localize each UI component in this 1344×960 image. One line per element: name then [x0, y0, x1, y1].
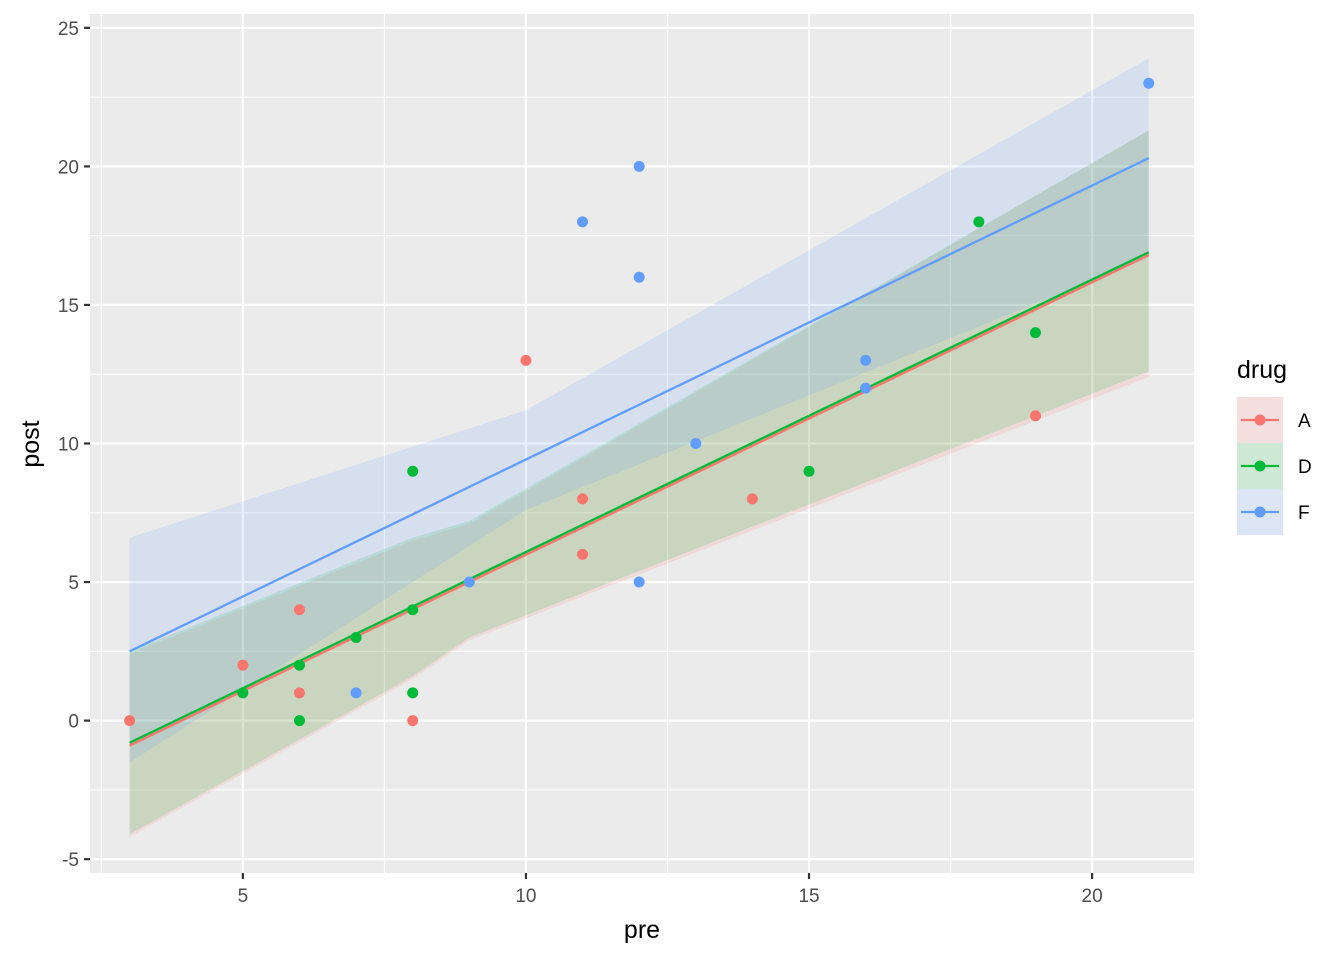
data-point-D: [1029, 327, 1041, 339]
data-point-F: [1143, 77, 1155, 89]
y-tick-label: 5: [68, 573, 79, 594]
data-point-D: [407, 604, 419, 616]
legend-label-D: D: [1298, 457, 1312, 478]
legend-title: drug: [1237, 356, 1287, 384]
legend-key-point-D: [1254, 460, 1266, 472]
confidence-band-D: [129, 130, 1149, 835]
data-point-F: [690, 438, 702, 449]
data-point-D: [407, 465, 419, 477]
y-tick-label: -5: [62, 850, 79, 871]
confidence-band-A: [129, 130, 1149, 837]
data-point-A: [746, 493, 758, 505]
legend-label-A: A: [1298, 411, 1311, 432]
grid-major: [90, 14, 1194, 873]
data-point-A: [577, 548, 589, 560]
data-point-D: [293, 715, 305, 727]
data-point-F: [633, 576, 645, 588]
data-point-A: [577, 493, 589, 505]
data-point-A: [124, 715, 136, 727]
data-point-A: [520, 354, 532, 366]
tick-labels: 5 10 15 20 -5 0 5 10 15 20 25: [58, 19, 1103, 907]
x-axis-title: pre: [624, 916, 660, 944]
y-axis-title: post: [17, 420, 45, 467]
data-point-A: [293, 604, 305, 616]
y-tick-label: 10: [58, 435, 79, 456]
y-tick-label: 0: [68, 712, 79, 733]
data-point-D: [407, 687, 419, 699]
data-point-D: [803, 465, 815, 477]
x-tick-label: 15: [798, 886, 819, 907]
data-point-F: [577, 216, 589, 228]
data-point-F: [633, 160, 645, 172]
y-tick-label: 20: [58, 157, 79, 178]
data-point-F: [860, 382, 872, 394]
data-point-D: [293, 659, 305, 671]
data-points: [124, 77, 1155, 727]
data-point-F: [860, 354, 872, 366]
legend-key-point-F: [1254, 506, 1266, 518]
confidence-band-F: [129, 58, 1149, 763]
data-point-A: [293, 687, 305, 699]
data-point-F: [463, 576, 475, 588]
legend: drug A D F: [1237, 356, 1312, 535]
x-tick-label: 10: [515, 886, 536, 907]
data-point-D: [973, 216, 985, 228]
data-point-A: [1029, 410, 1041, 422]
y-tick-label: 15: [58, 296, 79, 317]
fit-line-F: [129, 157, 1150, 653]
confidence-bands: [129, 58, 1149, 837]
x-tick-label: 5: [238, 886, 249, 907]
legend-key-point-A: [1254, 414, 1266, 426]
data-point-F: [633, 271, 645, 283]
y-tick-label: 25: [58, 19, 79, 40]
x-tick-label: 20: [1082, 886, 1103, 907]
data-point-F: [350, 687, 362, 699]
data-point-A: [237, 659, 249, 671]
data-point-D: [350, 631, 362, 643]
data-point-D: [237, 687, 249, 699]
legend-label-F: F: [1298, 503, 1310, 524]
data-point-A: [407, 715, 419, 727]
axis-ticks: [84, 26, 1094, 879]
